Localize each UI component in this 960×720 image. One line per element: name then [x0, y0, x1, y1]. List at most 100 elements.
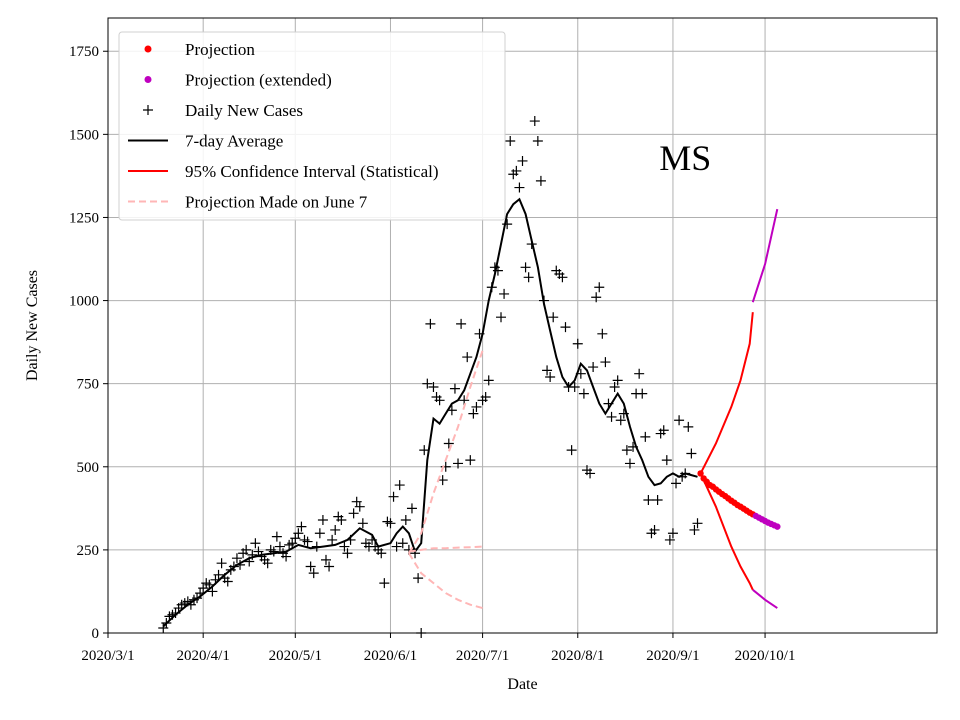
x-tick-label: 2020/6/1 [364, 648, 417, 664]
daily-case-marker [634, 368, 645, 379]
daily-case-marker [330, 524, 341, 535]
daily-case-marker [394, 480, 405, 491]
daily-case-marker [496, 312, 507, 323]
daily-case-marker [505, 136, 516, 146]
daily-case-marker [428, 382, 439, 392]
y-tick-label: 1750 [69, 44, 99, 60]
x-tick-label: 2020/10/1 [735, 648, 796, 664]
daily-case-marker [434, 395, 445, 406]
daily-case-marker [686, 448, 697, 459]
legend-label: 7-day Average [185, 132, 283, 151]
daily-case-marker [591, 292, 602, 303]
daily-case-marker [293, 528, 304, 539]
daily-case-marker [241, 544, 252, 555]
legend-label: 95% Confidence Interval (Statistical) [185, 162, 439, 181]
daily-case-marker [471, 401, 482, 412]
daily-case-marker [274, 541, 285, 552]
daily-case-marker [302, 536, 313, 547]
y-tick-label: 1000 [69, 294, 99, 310]
x-axis-ticks: 2020/3/1 2020/4/1 2020/5/1 2020/6/1 2020/7/1… [81, 633, 795, 664]
daily-case-marker [281, 551, 292, 562]
daily-case-marker [314, 528, 325, 539]
daily-case-marker [222, 576, 233, 587]
daily-case-marker [406, 503, 417, 514]
x-tick-label: 2020/9/1 [646, 648, 699, 664]
confidence-lower-line [699, 472, 754, 591]
daily-case-marker [262, 558, 273, 569]
confidence-upper-line [699, 312, 754, 474]
daily-case-marker [569, 382, 580, 392]
legend-swatch-plus [143, 105, 153, 115]
daily-case-marker [588, 362, 599, 373]
daily-case-marker [535, 175, 546, 186]
daily-case-marker [597, 328, 608, 339]
projection-extended-dot [774, 523, 781, 530]
daily-case-marker [213, 569, 224, 580]
daily-case-marker [357, 518, 368, 529]
daily-case-marker [511, 165, 522, 176]
daily-case-marker [652, 495, 663, 506]
daily-case-marker [689, 524, 700, 535]
y-axis-ticks: 0 250 500 750 1000 1250 1500 1750 [69, 44, 108, 642]
y-tick-label: 1250 [69, 210, 99, 226]
legend: Projection Projection (extended) Daily New… [118, 31, 506, 221]
daily-case-marker [674, 415, 685, 426]
daily-case-marker [425, 318, 436, 329]
seven-day-average-line [162, 197, 698, 628]
y-axis-label: Daily New Cases [24, 270, 41, 381]
legend-box [118, 31, 506, 221]
plot-frame [107, 17, 938, 634]
daily-case-marker [661, 455, 672, 466]
daily-case-marker [649, 524, 660, 535]
daily-case-marker [514, 182, 525, 193]
daily-case-marker [585, 468, 596, 479]
legend-swatch-dot [144, 45, 152, 53]
y-tick-label: 1500 [69, 127, 99, 143]
daily-case-marker [443, 438, 454, 449]
june7-projection-lower-line [408, 552, 483, 610]
legend-label: Daily New Cases [185, 101, 303, 120]
plot-area [158, 116, 781, 638]
daily-case-marker [400, 514, 411, 525]
confidence-extended-lower-line [752, 589, 778, 609]
x-tick-label: 2020/5/1 [269, 648, 322, 664]
daily-case-marker [542, 365, 553, 376]
daily-case-marker [397, 538, 408, 549]
daily-case-marker [483, 375, 494, 386]
daily-case-marker [413, 573, 424, 584]
daily-case-marker [327, 534, 338, 545]
daily-case-marker [462, 352, 473, 363]
june7-projection-upper-line [408, 545, 483, 553]
daily-case-marker [271, 531, 282, 542]
daily-case-marker [449, 383, 460, 394]
daily-case-marker [548, 312, 559, 323]
daily-case-marker [637, 388, 648, 399]
daily-case-marker [317, 514, 328, 525]
y-tick-label: 500 [77, 460, 100, 476]
daily-case-marker [683, 421, 694, 432]
x-tick-label: 2020/4/1 [177, 648, 230, 664]
daily-case-marker [453, 458, 464, 469]
confidence-extended-upper-line [751, 208, 779, 303]
daily-case-marker [560, 322, 571, 333]
daily-case-marker [339, 541, 350, 552]
daily-case-marker [667, 528, 678, 539]
daily-case-marker [615, 415, 626, 426]
legend-label: Projection Made on June 7 [185, 193, 368, 212]
daily-case-marker [216, 558, 227, 569]
daily-case-marker [557, 272, 568, 283]
daily-case-marker [354, 501, 365, 512]
daily-case-marker [594, 282, 605, 293]
daily-case-marker [305, 561, 316, 572]
y-tick-label: 250 [77, 543, 100, 559]
daily-case-marker [419, 445, 430, 456]
x-tick-label: 2020/7/1 [456, 648, 509, 664]
daily-case-marker [624, 458, 635, 469]
state-annotation: MS [659, 138, 711, 178]
daily-case-marker [671, 478, 682, 489]
legend-label: Projection [185, 40, 255, 59]
x-tick-label: 2020/3/1 [81, 648, 134, 664]
daily-case-marker [545, 372, 556, 383]
daily-case-marker [391, 541, 402, 552]
daily-case-marker [600, 357, 611, 368]
